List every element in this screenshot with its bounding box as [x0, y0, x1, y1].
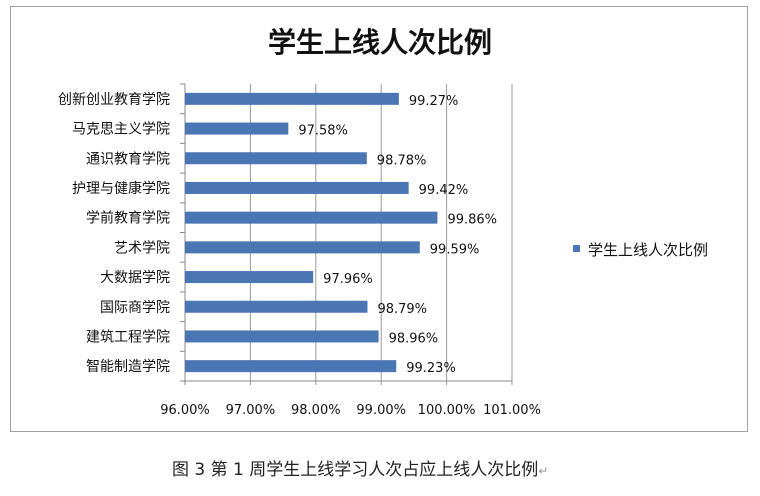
category-label: 建筑工程学院: [86, 329, 170, 345]
x-tick-label: 96.00%: [160, 403, 210, 418]
data-label: 97.96%: [323, 272, 373, 287]
bar: [185, 271, 314, 284]
category-label: 智能制造学院: [86, 359, 170, 375]
legend-label: 学生上线人次比例: [588, 241, 708, 259]
data-label: 99.86%: [447, 213, 497, 228]
bar: [185, 360, 397, 373]
x-tick-label: 100.00%: [418, 403, 476, 418]
category-label: 学前教育学院: [86, 210, 170, 227]
data-label: 99.42%: [419, 183, 469, 198]
bar: [185, 241, 420, 254]
data-label: 98.96%: [389, 331, 439, 346]
chart-frame: [10, 6, 748, 432]
category-label: 艺术学院: [114, 240, 170, 256]
bar: [185, 92, 399, 105]
category-label: 通识教育学院: [86, 151, 170, 167]
category-label: 护理与健康学院: [72, 180, 170, 197]
legend-swatch: [573, 245, 580, 252]
x-tick-label: 98.00%: [291, 403, 341, 418]
data-label: 99.27%: [409, 94, 459, 109]
category-label: 创新创业教育学院: [58, 92, 170, 108]
bar: [185, 152, 367, 165]
category-label: 国际商学院: [100, 300, 170, 316]
figure-caption: 图 3 第 1 周学生上线学习人次占应上线人次比例↵: [172, 455, 548, 480]
bar: [185, 300, 368, 313]
bar-chart: 学生上线人次比例 96.00% 97.00% 98.00% 99.00% 100.00%…: [58, 26, 708, 418]
legend: 学生上线人次比例: [573, 241, 708, 259]
caption-text: 图 3 第 1 周学生上线学习人次占应上线人次比例: [172, 460, 539, 480]
category-label: 大数据学院: [100, 270, 170, 286]
bar: [185, 181, 409, 194]
data-label: 97.58%: [298, 124, 348, 139]
return-mark: ↵: [538, 464, 549, 478]
data-label: 98.78%: [377, 153, 427, 168]
category-label: 马克思主义学院: [72, 122, 170, 138]
x-tick-label: 101.00%: [483, 403, 541, 418]
bar: [185, 122, 289, 135]
bar: [185, 211, 438, 224]
data-label: 99.23%: [406, 361, 456, 376]
x-tick-label: 99.00%: [356, 403, 406, 418]
data-label: 98.79%: [377, 302, 427, 317]
bar: [185, 330, 379, 343]
data-label: 99.59%: [430, 242, 480, 257]
x-tick-label: 97.00%: [226, 403, 276, 418]
chart-title: 学生上线人次比例: [268, 26, 492, 59]
